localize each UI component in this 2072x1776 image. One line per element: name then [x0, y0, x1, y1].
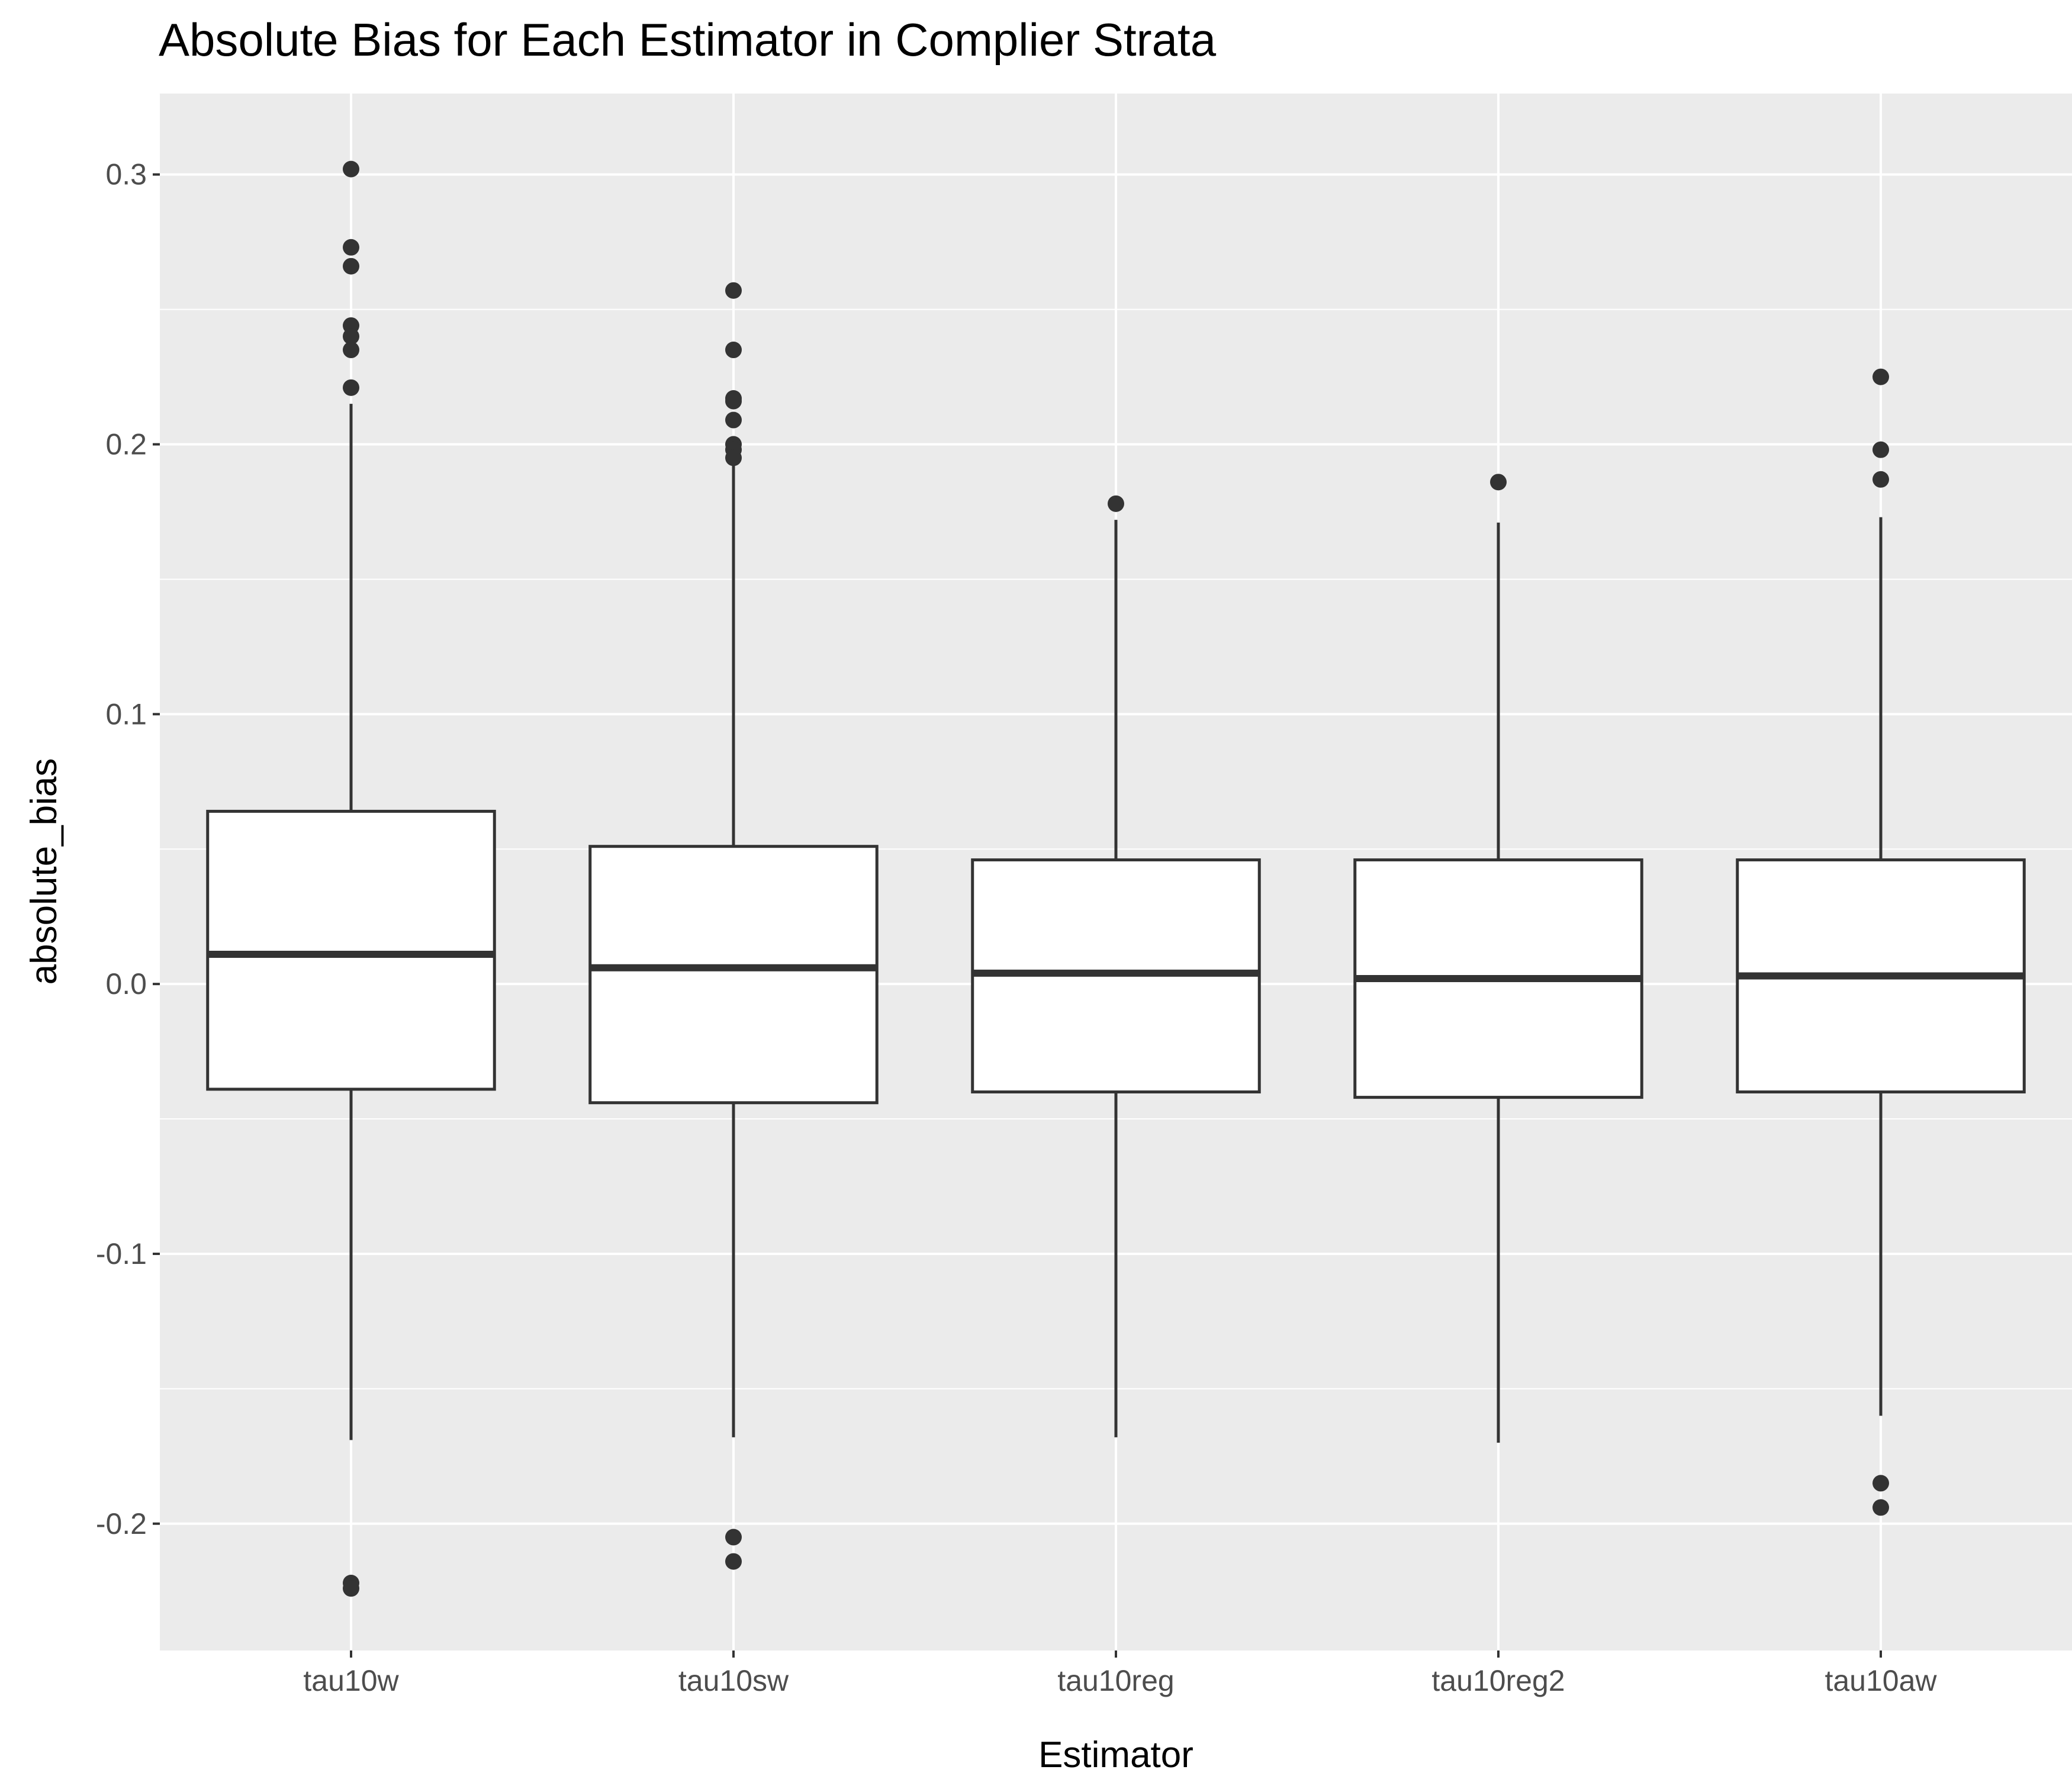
outlier-point [725, 411, 742, 429]
outlier-point [343, 342, 359, 359]
outlier-point [343, 328, 359, 345]
outlier-point [343, 1580, 359, 1597]
y-tick-label: -0.1 [96, 1237, 147, 1270]
box-tau10aw [1736, 368, 2026, 1516]
x-tick-label: tau10aw [1825, 1664, 1937, 1697]
y-tick-label: 0.0 [105, 967, 147, 1000]
box-tau10reg2 [1353, 474, 1643, 1443]
box-tau10sw [588, 282, 879, 1570]
box-tau10reg [971, 495, 1261, 1437]
y-tick-label: 0.2 [105, 428, 147, 461]
x-tick-label: tau10w [303, 1664, 399, 1697]
outlier-point [1872, 471, 1889, 488]
x-axis: tau10w tau10sw tau10reg tau10reg2 tau10aw [303, 1650, 1937, 1697]
outlier-point [725, 282, 742, 299]
box-tau10w [206, 160, 496, 1597]
outlier-point [1872, 1475, 1889, 1492]
y-axis: -0.2 -0.1 0.0 0.1 0.2 0.3 [96, 158, 160, 1540]
y-tick-label: -0.2 [96, 1507, 147, 1540]
outlier-point [725, 392, 742, 410]
x-tick-label: tau10reg [1057, 1664, 1174, 1697]
x-tick-label: tau10reg2 [1431, 1664, 1565, 1697]
x-tick-label: tau10sw [678, 1664, 789, 1697]
outlier-point [343, 239, 359, 256]
outlier-point [1108, 495, 1124, 512]
outlier-point [1490, 474, 1507, 491]
outlier-point [1872, 441, 1889, 458]
y-tick-label: 0.1 [105, 697, 147, 731]
outlier-point [343, 258, 359, 275]
box-series [206, 160, 2026, 1597]
outlier-point [725, 449, 742, 466]
y-axis-title: absolute_bias [24, 758, 65, 985]
outlier-point [343, 379, 359, 396]
outlier-point [1872, 368, 1889, 385]
y-tick-label: 0.3 [105, 158, 147, 191]
chart-title: Absolute Bias for Each Estimator in Comp… [159, 14, 1217, 66]
iqr-box [206, 809, 496, 1091]
x-axis-title: Estimator [1038, 1735, 1193, 1775]
iqr-box [588, 845, 879, 1105]
outlier-point [725, 342, 742, 359]
outlier-point [725, 1553, 742, 1570]
outlier-point [1872, 1499, 1889, 1516]
outlier-point [343, 160, 359, 178]
outlier-point [725, 1529, 742, 1546]
